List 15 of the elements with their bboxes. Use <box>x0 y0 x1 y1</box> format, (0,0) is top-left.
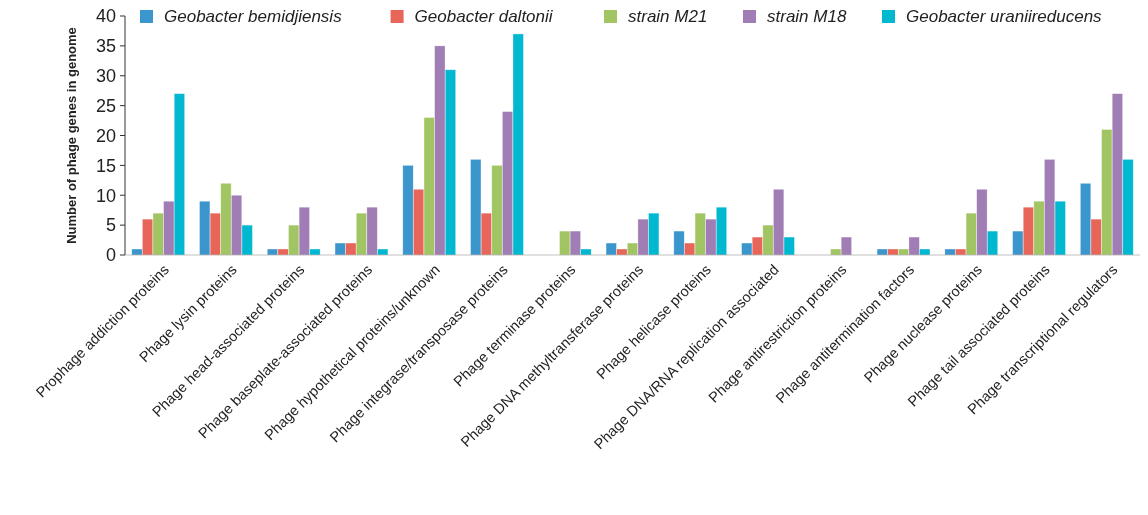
legend-label: Geobacter daltonii <box>414 7 554 26</box>
y-tick-label: 25 <box>95 95 116 116</box>
y-tick-label: 40 <box>95 6 116 27</box>
y-axis-title: Number of phage genes in genome <box>64 27 79 244</box>
y-tick-label: 0 <box>105 245 116 266</box>
legend-label: Geobacter uraniireducens <box>906 7 1103 26</box>
legend-label: strain M21 <box>628 7 708 26</box>
y-tick-label: 10 <box>95 185 116 206</box>
y-tick-label: 20 <box>95 125 116 146</box>
y-tick-label: 5 <box>105 215 116 236</box>
legend-label: Geobacter bemidjiensis <box>164 7 343 26</box>
y-tick-label: 35 <box>95 36 116 57</box>
legend-label: strain M18 <box>767 7 847 26</box>
y-tick-label: 15 <box>95 155 116 176</box>
y-tick-label: 30 <box>95 66 116 87</box>
